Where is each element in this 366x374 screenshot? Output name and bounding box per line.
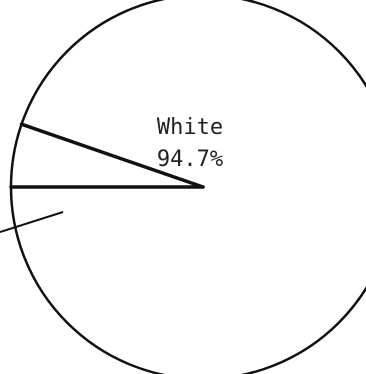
slice-value-white: 94.7% <box>157 147 223 172</box>
slice-label-white: White <box>157 115 223 140</box>
slice-boundaries <box>9 122 205 189</box>
slice-boundary-1 <box>19 122 205 189</box>
leader-line <box>0 211 64 233</box>
